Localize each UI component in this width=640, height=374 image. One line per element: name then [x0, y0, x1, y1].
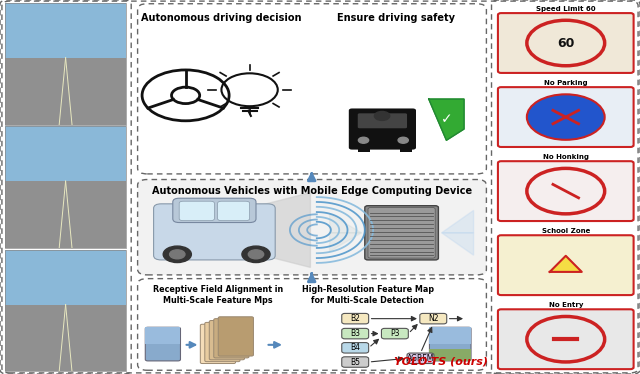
- Text: B5: B5: [350, 358, 360, 367]
- Text: Autonomous Vehicles with Mobile Edge Computing Device: Autonomous Vehicles with Mobile Edge Com…: [152, 186, 472, 196]
- FancyBboxPatch shape: [429, 327, 471, 361]
- Text: AGRFM: AGRFM: [407, 354, 434, 363]
- FancyBboxPatch shape: [205, 322, 240, 362]
- FancyBboxPatch shape: [209, 321, 244, 360]
- Bar: [400, 147, 412, 152]
- FancyBboxPatch shape: [420, 313, 447, 324]
- FancyBboxPatch shape: [498, 235, 634, 295]
- FancyBboxPatch shape: [498, 87, 634, 147]
- Polygon shape: [330, 233, 362, 252]
- FancyBboxPatch shape: [368, 208, 435, 258]
- Text: Ensure driving safety: Ensure driving safety: [337, 13, 454, 23]
- FancyBboxPatch shape: [173, 198, 256, 223]
- Text: B2: B2: [350, 314, 360, 323]
- Circle shape: [374, 111, 390, 120]
- FancyBboxPatch shape: [218, 201, 250, 221]
- FancyBboxPatch shape: [342, 357, 369, 367]
- Circle shape: [248, 250, 264, 259]
- Bar: [5, 250, 126, 304]
- FancyBboxPatch shape: [365, 206, 438, 260]
- Text: School Zone: School Zone: [541, 228, 590, 234]
- FancyBboxPatch shape: [218, 317, 253, 356]
- Bar: [5, 58, 126, 125]
- FancyBboxPatch shape: [498, 13, 634, 73]
- FancyBboxPatch shape: [214, 319, 249, 358]
- FancyBboxPatch shape: [342, 313, 369, 324]
- Bar: [5, 181, 126, 248]
- FancyBboxPatch shape: [145, 327, 180, 361]
- Circle shape: [170, 250, 185, 259]
- Text: P3: P3: [390, 329, 399, 338]
- FancyBboxPatch shape: [179, 201, 214, 221]
- FancyBboxPatch shape: [498, 309, 634, 369]
- Polygon shape: [429, 99, 464, 140]
- Text: No Parking: No Parking: [544, 80, 588, 86]
- Circle shape: [163, 246, 191, 263]
- Bar: [5, 3, 126, 125]
- Bar: [5, 126, 126, 248]
- FancyBboxPatch shape: [498, 161, 634, 221]
- Circle shape: [527, 94, 605, 140]
- Bar: [5, 3, 126, 58]
- Circle shape: [358, 137, 369, 143]
- Polygon shape: [163, 193, 310, 267]
- Polygon shape: [330, 214, 362, 233]
- FancyBboxPatch shape: [200, 324, 236, 364]
- Text: B3: B3: [350, 329, 360, 338]
- Bar: [145, 327, 180, 344]
- Circle shape: [398, 137, 408, 143]
- FancyBboxPatch shape: [154, 204, 275, 260]
- FancyBboxPatch shape: [342, 343, 369, 353]
- Text: YOLO-TS (ours): YOLO-TS (ours): [394, 356, 488, 367]
- Polygon shape: [442, 233, 474, 255]
- Text: Autonomous driving decision: Autonomous driving decision: [141, 13, 301, 23]
- Text: High-Resolution Feature Map
for Multi-Scale Detection: High-Resolution Feature Map for Multi-Sc…: [301, 285, 434, 305]
- FancyBboxPatch shape: [407, 353, 434, 364]
- Bar: [5, 126, 126, 181]
- Bar: [429, 327, 471, 344]
- FancyBboxPatch shape: [381, 328, 408, 339]
- Text: No Entry: No Entry: [548, 302, 583, 308]
- Bar: [358, 147, 370, 152]
- Circle shape: [242, 246, 270, 263]
- FancyBboxPatch shape: [138, 180, 486, 275]
- Text: B4: B4: [350, 343, 360, 352]
- Bar: [5, 250, 126, 371]
- Text: Speed Limit 60: Speed Limit 60: [536, 6, 596, 12]
- Polygon shape: [442, 210, 474, 233]
- Text: Receptive Field Alignment in
Multi-Scale Feature Mps: Receptive Field Alignment in Multi-Scale…: [153, 285, 283, 305]
- Bar: [5, 304, 126, 371]
- Bar: [429, 349, 471, 361]
- Text: No Honking: No Honking: [543, 154, 589, 160]
- Text: ✓: ✓: [440, 112, 452, 126]
- FancyBboxPatch shape: [342, 328, 369, 339]
- Text: N2: N2: [428, 314, 438, 323]
- FancyBboxPatch shape: [358, 113, 407, 128]
- Polygon shape: [550, 256, 582, 272]
- Text: 60: 60: [557, 37, 575, 49]
- FancyBboxPatch shape: [349, 108, 416, 150]
